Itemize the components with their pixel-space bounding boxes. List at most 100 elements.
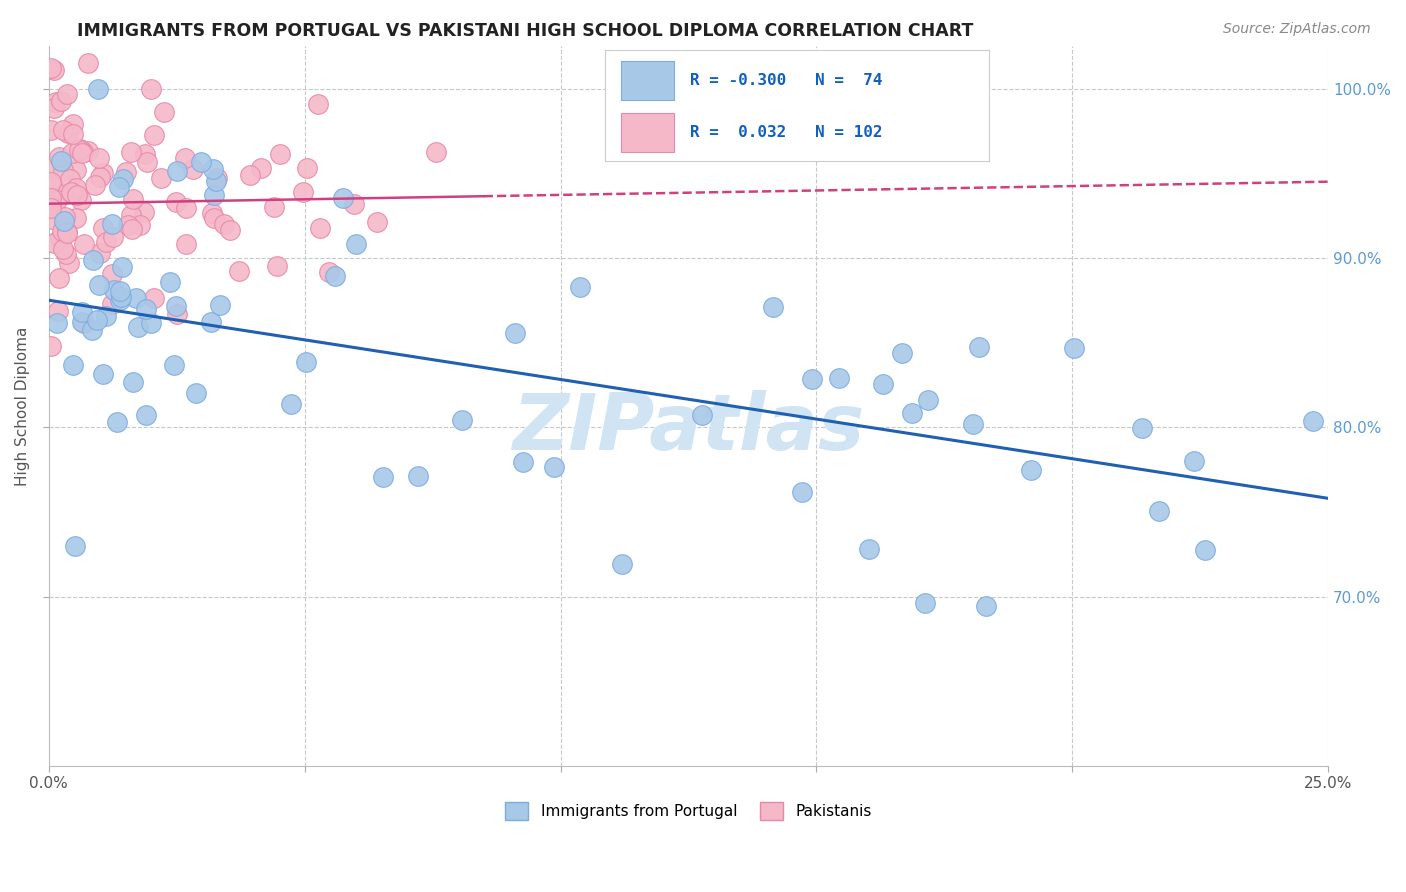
Point xyxy=(142,128,165,143)
Point xyxy=(39,191,62,205)
Point xyxy=(52,243,75,257)
Point xyxy=(323,268,346,283)
Point xyxy=(70,315,93,329)
Point xyxy=(505,326,527,341)
Point xyxy=(190,155,212,169)
Point xyxy=(60,146,83,161)
Point xyxy=(249,161,271,175)
Point xyxy=(53,214,76,228)
Point xyxy=(141,317,163,331)
Point xyxy=(65,211,87,226)
Point xyxy=(269,146,291,161)
Point xyxy=(371,470,394,484)
Text: ZIPatlas: ZIPatlas xyxy=(512,390,865,466)
Point xyxy=(181,161,204,176)
Point xyxy=(295,161,318,176)
Point xyxy=(219,223,242,237)
Point xyxy=(59,171,82,186)
Point xyxy=(239,168,262,182)
Point xyxy=(108,293,131,307)
Point xyxy=(48,271,70,285)
Point xyxy=(77,56,100,70)
Point xyxy=(39,122,62,136)
Point xyxy=(209,298,232,312)
Point xyxy=(108,284,131,298)
Point xyxy=(135,408,157,422)
Point xyxy=(72,145,94,160)
Point xyxy=(121,221,143,235)
Point xyxy=(122,192,145,206)
Point xyxy=(60,186,83,200)
Point xyxy=(48,150,70,164)
Point xyxy=(202,211,225,226)
Point xyxy=(201,161,224,176)
Point xyxy=(80,323,103,337)
Point xyxy=(201,205,224,219)
Point xyxy=(610,557,633,571)
Point xyxy=(344,236,367,251)
Point xyxy=(82,252,104,267)
Point xyxy=(46,193,69,207)
Point xyxy=(343,196,366,211)
Point xyxy=(63,540,86,554)
Text: IMMIGRANTS FROM PORTUGAL VS PAKISTANI HIGH SCHOOL DIPLOMA CORRELATION CHART: IMMIGRANTS FROM PORTUGAL VS PAKISTANI HI… xyxy=(77,22,974,40)
Point xyxy=(103,283,125,297)
Point xyxy=(308,221,330,235)
Point xyxy=(84,178,107,193)
Point xyxy=(101,268,124,282)
Point xyxy=(91,367,114,381)
Point xyxy=(121,375,143,389)
Point xyxy=(318,265,340,279)
Point xyxy=(974,599,997,614)
Point xyxy=(200,315,222,329)
Point xyxy=(62,127,84,141)
Point xyxy=(1019,463,1042,477)
Point xyxy=(149,170,172,185)
Point xyxy=(101,217,124,231)
Point xyxy=(45,95,67,109)
Point xyxy=(134,204,156,219)
Point xyxy=(49,230,72,244)
Point xyxy=(280,397,302,411)
Point xyxy=(127,320,149,334)
Point xyxy=(91,166,114,180)
Point xyxy=(62,359,84,373)
Point xyxy=(62,118,84,132)
Point xyxy=(53,211,76,225)
Point xyxy=(858,541,880,556)
Text: Source: ZipAtlas.com: Source: ZipAtlas.com xyxy=(1223,22,1371,37)
Point xyxy=(114,165,136,179)
Point xyxy=(451,413,474,427)
Point xyxy=(186,385,208,400)
Point xyxy=(173,152,195,166)
Point xyxy=(1147,503,1170,517)
Point xyxy=(66,188,89,202)
Point xyxy=(96,235,118,250)
Point xyxy=(117,219,139,233)
Point xyxy=(917,392,939,407)
Point xyxy=(228,264,250,278)
Point xyxy=(56,225,79,239)
Point xyxy=(212,217,235,231)
Point xyxy=(163,358,186,372)
Point xyxy=(96,309,118,323)
Point xyxy=(307,96,329,111)
Point xyxy=(39,175,62,189)
Point xyxy=(425,145,447,160)
Point xyxy=(39,338,62,352)
Point xyxy=(332,191,354,205)
Point xyxy=(69,142,91,156)
Point xyxy=(110,290,132,304)
Point xyxy=(543,459,565,474)
Point xyxy=(790,484,813,499)
Point xyxy=(48,231,70,245)
Point xyxy=(165,195,187,210)
Point xyxy=(406,469,429,483)
Point xyxy=(166,163,188,178)
Point xyxy=(42,180,65,194)
Point xyxy=(69,193,91,207)
Point xyxy=(45,316,67,330)
Point xyxy=(70,305,93,319)
Point xyxy=(51,224,73,238)
Point xyxy=(58,256,80,270)
